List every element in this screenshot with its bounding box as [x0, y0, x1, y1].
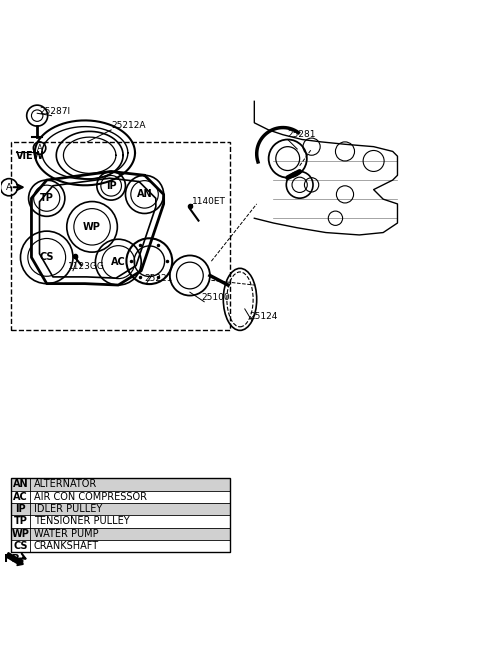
Text: ALTERNATOR: ALTERNATOR — [34, 480, 97, 489]
FancyArrow shape — [6, 552, 23, 565]
Text: AC: AC — [111, 257, 126, 267]
Text: WP: WP — [83, 222, 101, 232]
Text: CS: CS — [39, 253, 54, 262]
Text: AN: AN — [137, 190, 152, 199]
Bar — [11, 503, 230, 516]
Text: A: A — [36, 144, 42, 153]
Bar — [11, 527, 230, 540]
Text: 25212A: 25212A — [111, 121, 145, 130]
Text: IDLER PULLEY: IDLER PULLEY — [34, 504, 102, 514]
Text: AN: AN — [12, 480, 28, 489]
Text: 25221: 25221 — [144, 274, 173, 283]
Text: CS: CS — [13, 541, 28, 551]
Text: 25100: 25100 — [202, 293, 230, 302]
Text: WP: WP — [12, 529, 29, 539]
Text: 25287I: 25287I — [39, 107, 71, 115]
Text: A: A — [6, 183, 12, 192]
Text: IP: IP — [15, 504, 26, 514]
Text: 25124: 25124 — [250, 312, 278, 321]
Text: TP: TP — [13, 516, 27, 527]
Text: TP: TP — [40, 194, 54, 203]
Text: FR.: FR. — [4, 554, 24, 564]
Text: 25281: 25281 — [288, 131, 316, 140]
Text: WATER PUMP: WATER PUMP — [34, 529, 98, 539]
Text: TENSIONER PULLEY: TENSIONER PULLEY — [34, 516, 130, 527]
Text: AC: AC — [13, 492, 28, 502]
Text: CRANKSHAFT: CRANKSHAFT — [34, 541, 99, 551]
Text: AIR CON COMPRESSOR: AIR CON COMPRESSOR — [34, 492, 147, 502]
Bar — [11, 478, 230, 491]
Text: 1140ET: 1140ET — [192, 197, 226, 206]
Text: IP: IP — [106, 181, 117, 191]
Text: 1123GG: 1123GG — [68, 262, 105, 271]
Text: VIEW: VIEW — [16, 152, 44, 161]
Bar — [11, 478, 230, 552]
